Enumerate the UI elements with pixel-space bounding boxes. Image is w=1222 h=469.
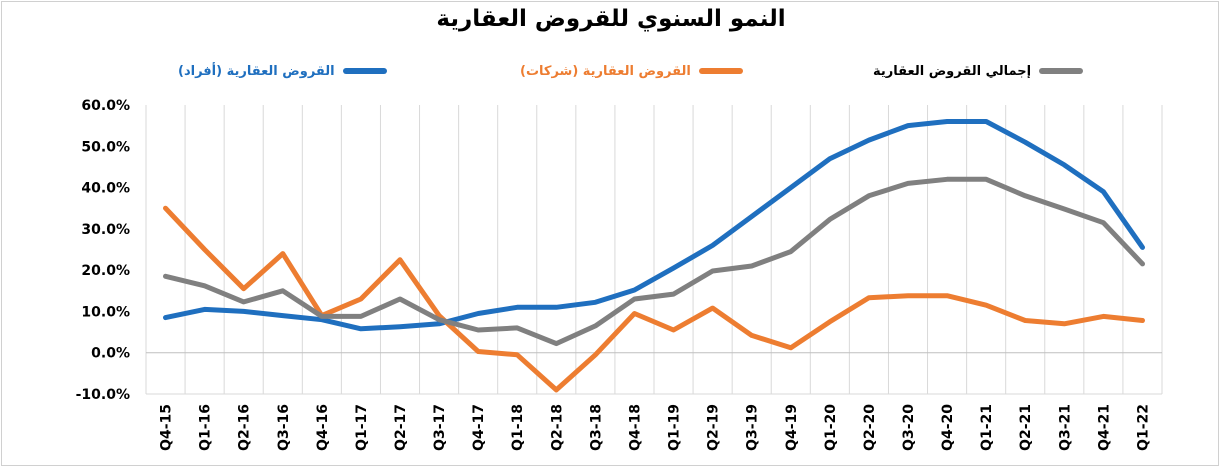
axis-layer	[146, 352, 1162, 395]
legend-label-companies: القروض العقارية (شركات)	[520, 63, 691, 79]
x-tick-label: Q2-17	[393, 404, 409, 451]
legend-swatch-individuals	[342, 68, 387, 74]
chart-title: النمو السنوي للقروض العقارية	[436, 6, 786, 32]
grid-layer	[145, 105, 1163, 394]
x-tick-label: Q2-20	[862, 404, 878, 451]
y-tick-label: 50.0%	[81, 139, 130, 155]
legend-label-individuals: القروض العقارية (أفراد)	[178, 63, 335, 79]
series-line-1	[163, 205, 1145, 393]
legend-swatch-total	[1039, 68, 1084, 74]
y-tick-layer: 60.0% 50.0% 40.0% 30.0% 20.0% 10.0% 0.0% -10.0%	[76, 98, 130, 403]
x-tick-label: Q1-21	[979, 404, 995, 451]
x-tick-label: Q4-15	[159, 404, 175, 451]
y-tick-label: 0.0%	[91, 346, 130, 362]
x-tick-label: Q3-21	[1057, 404, 1073, 451]
legend-item-total: إجمالي القروض العقارية	[873, 60, 1084, 82]
x-tick-label: Q1-20	[823, 404, 839, 451]
x-tick-label: Q1-17	[354, 404, 370, 451]
x-tick-label: Q2-21	[1018, 404, 1034, 451]
x-tick-label: Q1-19	[667, 404, 683, 451]
x-tick-label: Q4-19	[784, 404, 800, 451]
series-line-0	[163, 119, 1145, 332]
x-tick-label: Q2-18	[549, 404, 565, 451]
x-tick-label: Q4-18	[627, 404, 643, 451]
x-tick-label: Q2-16	[237, 404, 253, 451]
x-tick-layer: Q4-15 Q1-16 Q2-16 Q3-16 Q4-16 Q1-17 Q2-17 Q3-17…	[159, 404, 1152, 451]
legend-item-companies: القروض العقارية (شركات)	[520, 60, 743, 82]
x-tick-label: Q1-16	[198, 404, 214, 451]
x-tick-label: Q4-17	[471, 404, 487, 451]
x-tick-label: Q4-16	[315, 404, 331, 451]
x-tick-label: Q3-17	[432, 404, 448, 451]
x-tick-label: Q3-19	[745, 404, 761, 451]
y-tick-label: 20.0%	[81, 263, 130, 279]
legend-item-individuals: القروض العقارية (أفراد)	[178, 60, 387, 82]
x-tick-label: Q4-21	[1096, 404, 1112, 451]
x-tick-label: Q1-22	[1135, 404, 1151, 451]
series-line-2	[163, 176, 1145, 347]
x-tick-label: Q3-20	[901, 404, 917, 451]
x-tick-label: Q3-16	[276, 404, 292, 451]
x-tick-label: Q4-20	[940, 404, 956, 451]
series-layer	[163, 119, 1145, 393]
x-tick-label: Q3-18	[588, 404, 604, 451]
x-tick-label: Q1-18	[510, 404, 526, 451]
legend-label-total: إجمالي القروض العقارية	[873, 63, 1032, 79]
y-tick-label: 10.0%	[81, 304, 130, 320]
y-tick-label: -10.0%	[76, 387, 130, 403]
y-tick-label: 60.0%	[81, 98, 130, 114]
y-tick-label: 40.0%	[81, 181, 130, 197]
y-tick-label: 30.0%	[81, 222, 130, 238]
legend-swatch-companies	[698, 68, 743, 74]
x-tick-label: Q2-19	[706, 404, 722, 451]
